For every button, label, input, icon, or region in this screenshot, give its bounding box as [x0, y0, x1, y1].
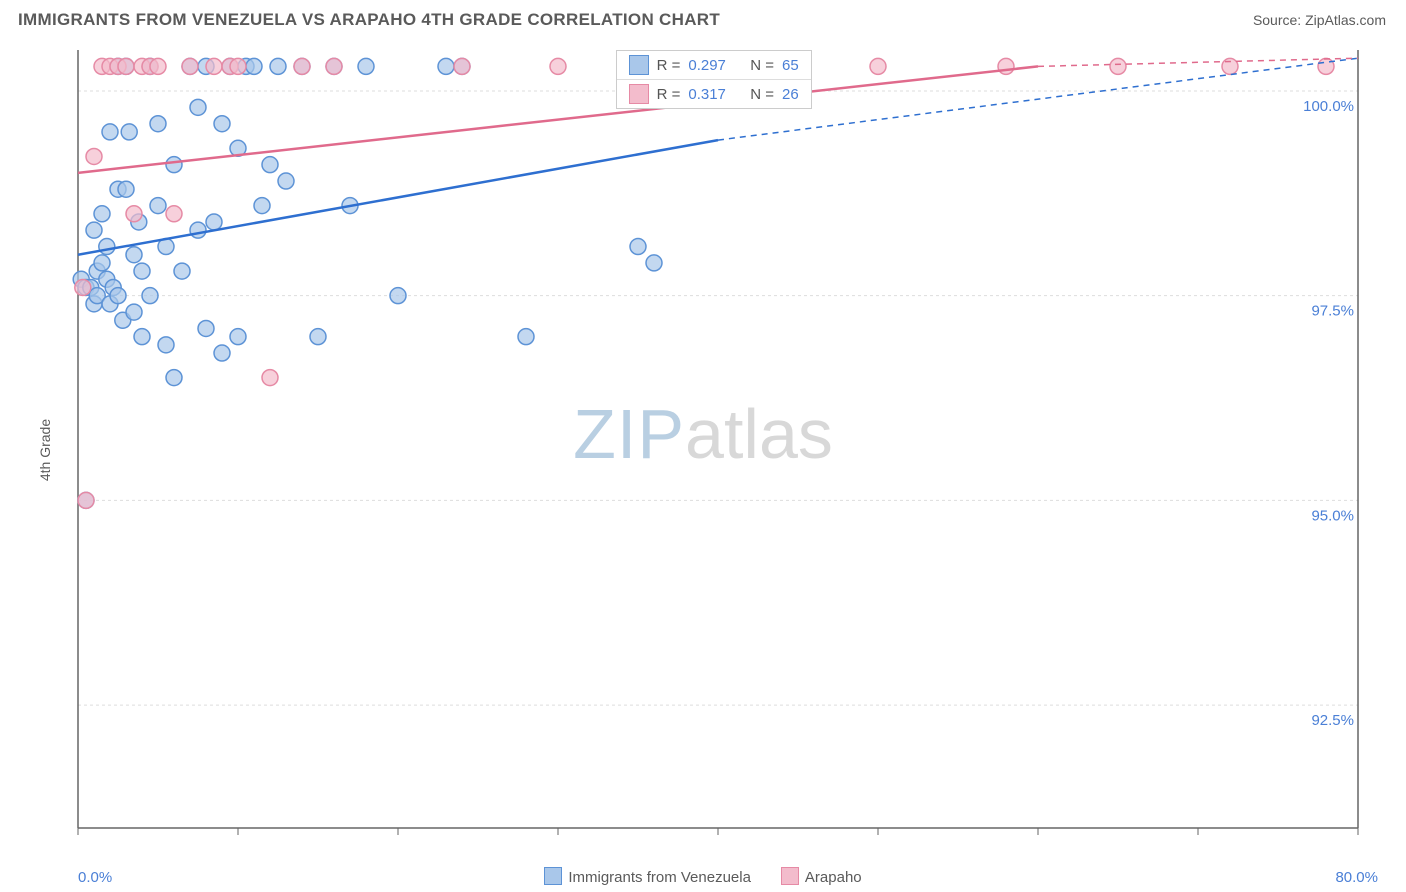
svg-text:100.0%: 100.0%: [1303, 98, 1354, 115]
svg-text:97.5%: 97.5%: [1311, 303, 1354, 320]
chart-area: 4th Grade 92.5%95.0%97.5%100.0% ZIPatlas…: [18, 40, 1388, 860]
chart-title: IMMIGRANTS FROM VENEZUELA VS ARAPAHO 4TH…: [18, 10, 720, 30]
legend-item-arapaho: Arapaho: [781, 867, 862, 886]
source-credit: Source: ZipAtlas.com: [1253, 12, 1386, 28]
footer-legend: Immigrants from Venezuela Arapaho: [0, 867, 1406, 886]
scatter-plot: 92.5% 95.0% 97.5% 100.0%: [18, 40, 1368, 848]
correlation-row-venezuela: R = 0.297 N = 65: [617, 51, 811, 79]
correlation-legend: R = 0.297 N = 65 R = 0.317 N = 26: [616, 50, 812, 109]
correlation-row-arapaho: R = 0.317 N = 26: [617, 79, 811, 108]
svg-text:95.0%: 95.0%: [1311, 507, 1354, 524]
svg-text:92.5%: 92.5%: [1311, 712, 1354, 729]
legend-item-venezuela: Immigrants from Venezuela: [544, 867, 751, 886]
y-axis-label: 4th Grade: [37, 419, 53, 481]
